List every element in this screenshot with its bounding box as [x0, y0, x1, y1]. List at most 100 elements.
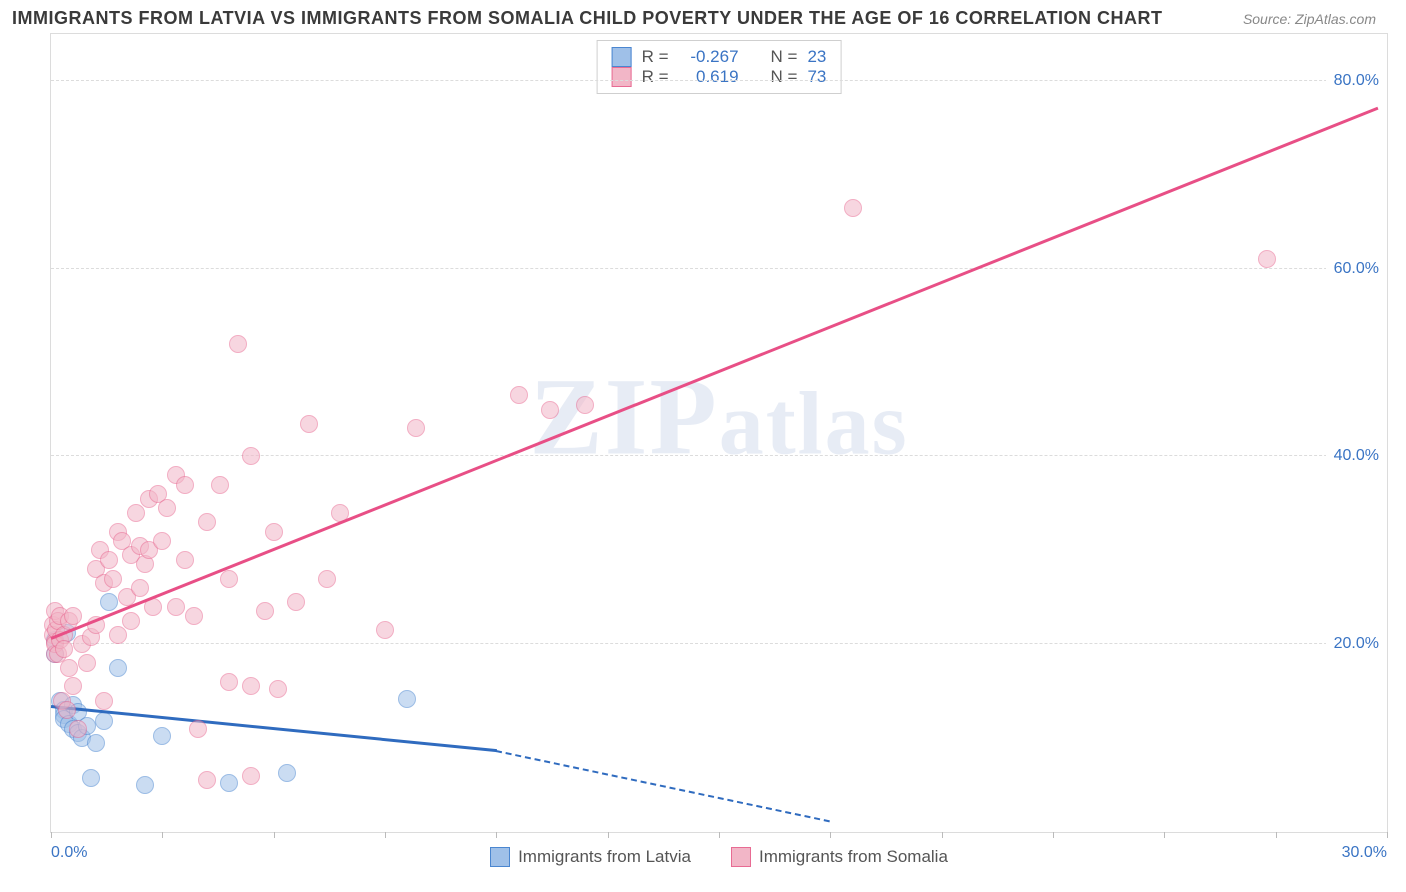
- y-tick-label: 60.0%: [1326, 258, 1387, 280]
- legend-n-value: 73: [807, 67, 826, 87]
- x-tick: [608, 832, 609, 838]
- data-point: [287, 593, 305, 611]
- x-tick: [719, 832, 720, 838]
- trend-line: [50, 106, 1378, 639]
- trend-line: [51, 705, 497, 752]
- data-point: [220, 673, 238, 691]
- x-tick: [496, 832, 497, 838]
- legend-swatch-icon: [731, 847, 751, 867]
- x-tick: [1164, 832, 1165, 838]
- data-point: [100, 593, 118, 611]
- data-point: [64, 677, 82, 695]
- legend-r-label: R =: [642, 47, 669, 67]
- data-point: [95, 692, 113, 710]
- data-point: [64, 607, 82, 625]
- y-tick-label: 80.0%: [1326, 70, 1387, 92]
- data-point: [220, 570, 238, 588]
- data-point: [1258, 250, 1276, 268]
- gridline: [51, 268, 1387, 269]
- data-point: [541, 401, 559, 419]
- data-point: [189, 720, 207, 738]
- x-tick: [51, 832, 52, 838]
- data-point: [109, 626, 127, 644]
- data-point: [158, 499, 176, 517]
- chart-title: IMMIGRANTS FROM LATVIA VS IMMIGRANTS FRO…: [12, 8, 1163, 29]
- data-point: [176, 551, 194, 569]
- data-point: [318, 570, 336, 588]
- data-point: [278, 764, 296, 782]
- legend-swatch-icon: [612, 67, 632, 87]
- x-tick: [1276, 832, 1277, 838]
- y-tick-label: 40.0%: [1326, 445, 1387, 467]
- series-legend-label: Immigrants from Somalia: [759, 847, 948, 867]
- data-point: [127, 504, 145, 522]
- series-legend-item-1: Immigrants from Somalia: [731, 847, 948, 867]
- data-point: [242, 677, 260, 695]
- legend-n-value: 23: [807, 47, 826, 67]
- data-point: [167, 598, 185, 616]
- correlation-legend-row-1: R = 0.619 N = 73: [612, 67, 827, 87]
- data-point: [60, 659, 78, 677]
- data-point: [55, 640, 73, 658]
- data-point: [576, 396, 594, 414]
- data-point: [844, 199, 862, 217]
- data-point: [82, 769, 100, 787]
- data-point: [269, 680, 287, 698]
- legend-n-label: N =: [771, 67, 798, 87]
- data-point: [407, 419, 425, 437]
- data-point: [300, 415, 318, 433]
- data-point: [176, 476, 194, 494]
- chart-header: IMMIGRANTS FROM LATVIA VS IMMIGRANTS FRO…: [0, 0, 1406, 33]
- x-tick: [942, 832, 943, 838]
- data-point: [104, 570, 122, 588]
- data-point: [100, 551, 118, 569]
- data-point: [376, 621, 394, 639]
- series-legend-item-0: Immigrants from Latvia: [490, 847, 691, 867]
- data-point: [109, 659, 127, 677]
- x-tick-label: 0.0%: [51, 844, 87, 862]
- legend-swatch-icon: [490, 847, 510, 867]
- data-point: [131, 579, 149, 597]
- data-point: [229, 335, 247, 353]
- data-point: [398, 690, 416, 708]
- data-point: [220, 774, 238, 792]
- data-point: [198, 513, 216, 531]
- data-point: [198, 771, 216, 789]
- data-point: [87, 734, 105, 752]
- legend-r-label: R =: [642, 67, 669, 87]
- series-legend-label: Immigrants from Latvia: [518, 847, 691, 867]
- data-point: [95, 712, 113, 730]
- series-legend: Immigrants from Latvia Immigrants from S…: [51, 847, 1387, 867]
- data-point: [136, 776, 154, 794]
- data-point: [69, 720, 87, 738]
- x-tick: [162, 832, 163, 838]
- legend-n-label: N =: [771, 47, 798, 67]
- x-tick-label: 30.0%: [1342, 844, 1387, 862]
- data-point: [242, 767, 260, 785]
- data-point: [153, 532, 171, 550]
- data-point: [510, 386, 528, 404]
- legend-r-value: -0.267: [679, 47, 739, 67]
- x-tick: [830, 832, 831, 838]
- x-tick: [1053, 832, 1054, 838]
- x-tick: [385, 832, 386, 838]
- x-tick: [1387, 832, 1388, 838]
- legend-r-value: 0.619: [679, 67, 739, 87]
- trend-line: [496, 750, 830, 822]
- data-point: [122, 612, 140, 630]
- y-tick-label: 20.0%: [1326, 633, 1387, 655]
- gridline: [51, 80, 1387, 81]
- legend-swatch-icon: [612, 47, 632, 67]
- plot-area: ZIPatlas R = -0.267 N = 23 R = 0.619 N =…: [50, 33, 1388, 833]
- data-point: [78, 654, 96, 672]
- x-tick: [274, 832, 275, 838]
- correlation-legend-row-0: R = -0.267 N = 23: [612, 47, 827, 67]
- data-point: [256, 602, 274, 620]
- data-point: [242, 447, 260, 465]
- chart-source: Source: ZipAtlas.com: [1243, 11, 1376, 27]
- data-point: [211, 476, 229, 494]
- data-point: [265, 523, 283, 541]
- data-point: [185, 607, 203, 625]
- data-point: [153, 727, 171, 745]
- chart-container: Child Poverty Under the Age of 16 ZIPatl…: [0, 33, 1406, 888]
